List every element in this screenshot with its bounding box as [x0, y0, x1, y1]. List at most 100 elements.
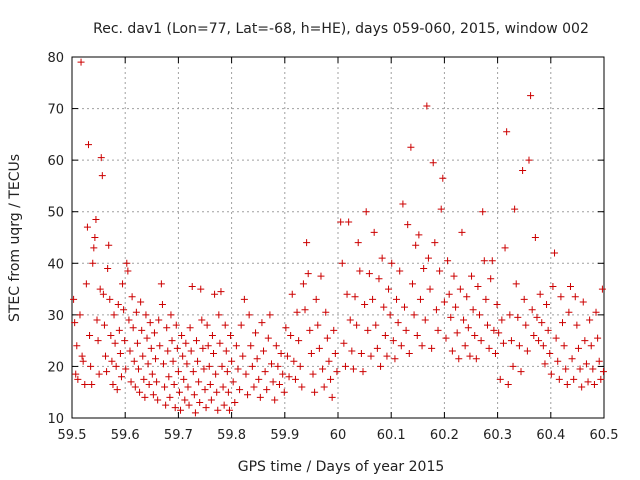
data-point: [192, 337, 200, 345]
data-point: [161, 383, 169, 391]
data-point: [96, 285, 104, 293]
data-point: [373, 344, 381, 352]
data-point: [464, 324, 472, 332]
data-point: [87, 362, 95, 370]
data-point: [576, 365, 584, 373]
data-point: [554, 357, 562, 365]
data-point: [333, 368, 341, 376]
data-point: [522, 321, 530, 329]
data-point: [599, 368, 607, 376]
data-point: [156, 342, 164, 350]
data-point: [458, 228, 466, 236]
data-point: [120, 306, 128, 314]
data-point: [155, 316, 163, 324]
data-point: [559, 319, 567, 327]
data-point: [303, 239, 311, 247]
data-point: [216, 339, 224, 347]
data-point: [413, 331, 421, 339]
data-point: [514, 313, 522, 321]
data-point: [98, 172, 106, 180]
data-point: [229, 378, 237, 386]
data-point: [506, 311, 514, 319]
data-point: [119, 280, 127, 288]
data-point: [375, 275, 383, 283]
y-tick-label: 60: [47, 154, 64, 169]
data-point: [552, 334, 560, 342]
data-point: [250, 383, 258, 391]
data-point: [84, 141, 92, 149]
data-point: [377, 362, 385, 370]
data-point: [346, 316, 354, 324]
data-point: [491, 350, 499, 358]
data-point: [170, 380, 178, 388]
data-point: [100, 321, 108, 329]
data-point: [214, 406, 222, 414]
data-point: [485, 344, 493, 352]
data-point: [168, 337, 176, 345]
data-point: [466, 352, 474, 360]
data-point: [412, 241, 420, 249]
x-tick-label: 60.5: [590, 428, 619, 443]
data-point: [416, 295, 424, 303]
data-point: [138, 326, 146, 334]
data-point: [215, 311, 223, 319]
data-point: [337, 218, 345, 226]
data-point: [415, 231, 423, 239]
data-point: [218, 362, 226, 370]
y-tick-label: 20: [47, 360, 64, 375]
data-point: [359, 368, 367, 376]
grid-lines: [72, 57, 604, 418]
data-point: [234, 365, 242, 373]
data-point: [404, 221, 412, 229]
x-tick-label: 60.4: [536, 428, 565, 443]
data-point: [295, 337, 303, 345]
data-point: [468, 272, 476, 280]
data-point: [140, 375, 148, 383]
data-point: [595, 357, 603, 365]
data-point: [160, 360, 168, 368]
data-point: [369, 295, 377, 303]
data-point: [538, 319, 546, 327]
data-point: [523, 347, 531, 355]
data-point: [589, 365, 597, 373]
data-point: [432, 306, 440, 314]
data-point: [298, 383, 306, 391]
data-point: [566, 282, 574, 290]
data-point: [426, 285, 434, 293]
data-point: [450, 272, 458, 280]
data-point: [362, 208, 370, 216]
data-point: [423, 102, 431, 110]
data-point: [283, 352, 291, 360]
data-point: [204, 342, 212, 350]
data-point: [428, 344, 436, 352]
data-point: [383, 352, 391, 360]
data-point: [74, 375, 82, 383]
data-point: [144, 360, 152, 368]
data-point: [317, 272, 325, 280]
data-point: [237, 321, 245, 329]
data-point: [252, 329, 260, 337]
data-point: [150, 329, 158, 337]
data-point: [248, 362, 256, 370]
data-point: [570, 375, 578, 383]
data-point: [253, 355, 261, 363]
data-point: [499, 339, 507, 347]
data-point: [429, 159, 437, 167]
data-point: [424, 254, 432, 262]
data-point: [145, 380, 153, 388]
data-point: [393, 295, 401, 303]
data-point: [123, 259, 131, 267]
data-point: [322, 308, 330, 316]
data-point: [121, 337, 129, 345]
data-point: [186, 324, 194, 332]
data-point: [222, 347, 230, 355]
data-point: [129, 324, 137, 332]
data-point: [271, 396, 279, 404]
data-point: [163, 324, 171, 332]
data-point: [158, 301, 166, 309]
data-point: [544, 326, 552, 334]
data-point: [82, 280, 90, 288]
data-point: [132, 308, 140, 316]
x-tick-label: 59.8: [217, 428, 246, 443]
data-point: [113, 386, 121, 394]
